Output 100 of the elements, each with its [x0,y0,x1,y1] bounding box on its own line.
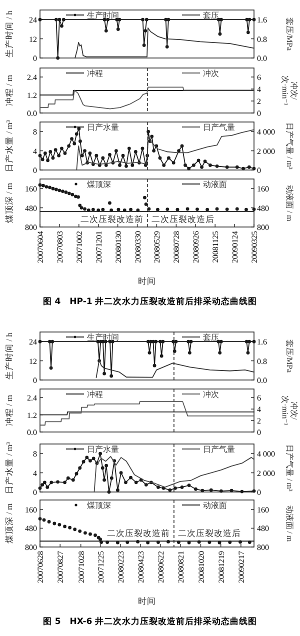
y-tick-label: 24 [29,338,37,347]
x-tick-label: 20071201 [94,231,104,263]
annotation: 二次压裂改造后 [152,214,215,224]
y-tick-label: 0 [33,488,37,497]
x-tick-label: 20080423 [136,551,146,583]
legend-label: 生产时间 [87,11,119,20]
x-tick-label: 20070803 [55,231,64,263]
y-axis-title: 冲程 / m [4,74,14,106]
y2-tick-label: 4 [257,405,261,414]
y-tick-label: 0 [33,54,37,63]
legend-label: 日产气量 [203,123,235,132]
x-tick-label: 20080529 [152,231,162,263]
annotation: 二次压裂改造后 [178,528,241,538]
y2-tick-label: 2 000 [257,146,275,156]
y-axis-title: 煤顶深 / m [4,182,14,224]
x-tick-label: 20080926 [192,231,201,263]
x-tick-label: 20081020 [196,551,206,583]
y2-tick-label: 1.6 [257,16,267,25]
y2-axis-title: 日产气量 / m³ [285,122,294,170]
y2-axis-title: 冲次/ 次·min⁻¹ [280,396,299,426]
x-tick-label: 20080130 [114,231,123,263]
y2-tick-label: 2 [257,97,261,106]
y2-tick-label: 6 [257,394,261,403]
y2-tick-label: 4 000 [257,128,275,137]
y2-tick-label: 480 [257,524,269,534]
x-tick-label: 20080728 [172,231,182,263]
y2-axis-title: 套压/MPa [285,17,294,52]
y-tick-label: 0 [33,166,37,175]
y2-tick-label: 0.0 [257,376,267,385]
y-tick-label: 8 [33,128,37,137]
y2-axis-title: 动液面 / m [285,184,294,222]
series-label: 煤顶深 [87,180,111,189]
y2-tick-label: 800 [257,223,269,232]
x-tick-label: 20081125 [211,231,220,263]
y2-tick-label: 160 [257,184,269,194]
y-tick-label: 1.2 [27,410,37,420]
y2-tick-label: 0 [257,166,261,175]
legend-label: 冲次 [203,69,219,78]
y-tick-label: 8 [33,450,37,459]
x-tick-label: 20080821 [176,551,186,583]
y-axis-title: 生产时间 / h [4,332,14,380]
x-tick-label: 20070628 [36,551,45,583]
y2-tick-label: 480 [257,204,269,213]
legend-label: 日产水量 [87,445,119,454]
y2-tick-label: 0.8 [257,356,267,366]
y-tick-label: 0.0 [27,109,37,118]
y2-tick-label: 160 [257,505,269,514]
y2-axis-title: 动液面 / m [285,505,294,542]
legend-label: 生产时间 [87,333,119,342]
x-tick-label: 20071225 [96,551,106,583]
y-axis-title: 生产时间 / h [4,10,14,58]
y2-tick-label: 0 [257,109,261,118]
y2-axis-title: 套压/MPa [285,339,294,374]
y2-tick-label: 2 [257,416,261,426]
y-tick-label: 480 [25,524,37,534]
x-axis-title: 时间 [138,276,156,286]
legend-label: 冲次 [203,390,219,399]
x-axis-title: 时间 [138,596,156,606]
annotation: 二次压裂改造前 [106,528,170,538]
legend-label: 日产水量 [87,123,119,132]
legend-label: 动液面 [203,501,227,510]
y2-tick-label: 6 [257,73,261,82]
y-tick-label: 24 [29,16,37,25]
x-tick-label: 20080622 [156,551,166,583]
y-tick-label: 2.4 [27,73,37,82]
legend-label: 动液面 [203,180,227,189]
y-tick-label: 0 [33,376,37,385]
y-tick-label: 800 [25,543,37,552]
legend-label: 套压 [203,333,219,342]
y-tick-label: 4 [33,146,37,156]
x-tick-label: 20070827 [56,551,66,583]
y-tick-label: 800 [25,223,37,232]
y-axis-title: 日产水量 / m³ [4,442,14,494]
y-tick-label: 4 [33,468,37,478]
y-tick-label: 12 [29,356,37,366]
legend-label: 冲程 [87,69,103,78]
y-tick-label: 480 [25,204,37,213]
y2-tick-label: 0 [257,428,261,437]
y-tick-label: 2.4 [27,394,37,403]
caption: 图 5 HX-6 井二次水力压裂改造前后排采动态曲线图 [42,616,258,627]
x-tick-label: 20071028 [76,551,86,583]
x-tick-label: 20090325 [250,231,259,263]
y2-tick-label: 800 [257,543,269,552]
y2-tick-label: 0.0 [257,54,267,63]
y2-axis-title: 冲次/ 次·min⁻¹ [280,76,299,106]
annotation: 二次压裂改造前 [80,214,144,224]
y-tick-label: 160 [25,505,37,514]
y-axis-title: 煤顶深 / m [4,503,14,544]
x-tick-label: 20090124 [230,231,240,263]
y-tick-label: 1.2 [27,91,37,100]
x-tick-label: 20081219 [216,551,226,583]
y2-tick-label: 1.6 [257,338,267,347]
x-tick-label: 20071002 [74,231,84,263]
y-tick-label: 160 [25,184,37,194]
y2-tick-label: 0.8 [257,34,267,44]
legend-label: 日产气量 [203,445,235,454]
x-tick-label: 20070604 [36,231,45,263]
y-axis-title: 冲程 / m [4,394,14,426]
y-tick-label: 0.0 [27,428,37,437]
y2-tick-label: 2 000 [257,468,275,478]
